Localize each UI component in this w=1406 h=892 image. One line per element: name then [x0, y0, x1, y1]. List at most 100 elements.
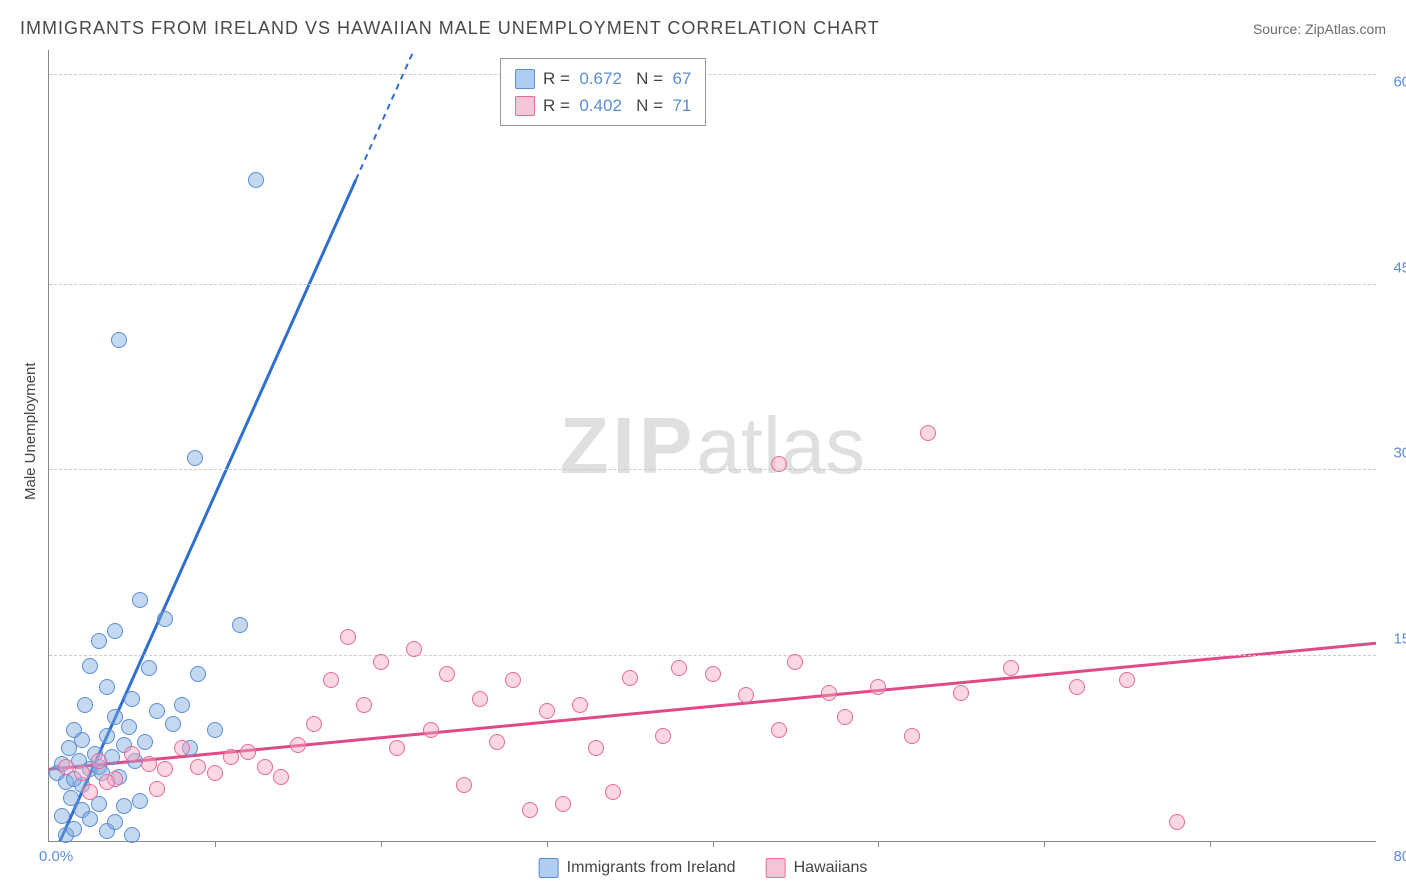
data-point	[389, 740, 405, 756]
data-point	[174, 740, 190, 756]
data-point	[149, 781, 165, 797]
data-point	[141, 660, 157, 676]
data-point	[406, 641, 422, 657]
data-point	[489, 734, 505, 750]
legend-label: Hawaiians	[794, 859, 868, 877]
legend-item: Immigrants from Ireland	[539, 858, 736, 878]
data-point	[1169, 814, 1185, 830]
data-point	[91, 753, 107, 769]
data-point	[356, 697, 372, 713]
data-point	[870, 679, 886, 695]
data-point	[132, 793, 148, 809]
data-point	[920, 425, 936, 441]
watermark-light: atlas	[696, 401, 865, 490]
gridline	[49, 469, 1376, 470]
data-point	[141, 756, 157, 772]
data-point	[787, 654, 803, 670]
data-point	[165, 716, 181, 732]
data-point	[837, 709, 853, 725]
data-point	[137, 734, 153, 750]
legend-stats: R = 0.402 N = 71	[543, 92, 691, 119]
data-point	[1003, 660, 1019, 676]
legend-row: R = 0.402 N = 71	[515, 92, 691, 119]
data-point	[373, 654, 389, 670]
data-point	[99, 679, 115, 695]
legend-stats: R = 0.672 N = 67	[543, 65, 691, 92]
data-point	[107, 623, 123, 639]
data-point	[74, 765, 90, 781]
data-point	[240, 744, 256, 760]
data-point	[77, 697, 93, 713]
data-point	[107, 814, 123, 830]
x-tick	[547, 841, 548, 847]
trend-lines	[49, 50, 1376, 841]
data-point	[232, 617, 248, 633]
data-point	[771, 456, 787, 472]
y-axis-label: Male Unemployment	[22, 362, 39, 500]
data-point	[539, 703, 555, 719]
data-point	[953, 685, 969, 701]
data-point	[99, 774, 115, 790]
x-tick	[381, 841, 382, 847]
gridline	[49, 655, 1376, 656]
data-point	[572, 697, 588, 713]
x-tick	[1210, 841, 1211, 847]
data-point	[66, 821, 82, 837]
data-point	[116, 798, 132, 814]
data-point	[190, 666, 206, 682]
legend-row: R = 0.672 N = 67	[515, 65, 691, 92]
legend-swatch	[766, 858, 786, 878]
y-tick-label: 15.0%	[1393, 630, 1406, 647]
x-max-label: 80.0%	[1393, 848, 1406, 865]
data-point	[738, 687, 754, 703]
data-point	[174, 697, 190, 713]
data-point	[91, 633, 107, 649]
data-point	[248, 172, 264, 188]
x-tick	[878, 841, 879, 847]
data-point	[306, 716, 322, 732]
data-point	[207, 765, 223, 781]
data-point	[157, 761, 173, 777]
watermark: ZIPatlas	[560, 400, 865, 492]
data-point	[555, 796, 571, 812]
gridline	[49, 284, 1376, 285]
legend-swatch	[539, 858, 559, 878]
data-point	[1119, 672, 1135, 688]
data-point	[257, 759, 273, 775]
watermark-bold: ZIP	[560, 401, 696, 490]
data-point	[655, 728, 671, 744]
data-point	[54, 808, 70, 824]
data-point	[423, 722, 439, 738]
data-point	[132, 592, 148, 608]
data-point	[290, 737, 306, 753]
data-point	[456, 777, 472, 793]
data-point	[505, 672, 521, 688]
data-point	[223, 749, 239, 765]
chart-source: Source: ZipAtlas.com	[1253, 21, 1386, 37]
data-point	[99, 728, 115, 744]
data-point	[821, 685, 837, 701]
data-point	[207, 722, 223, 738]
legend-item: Hawaiians	[766, 858, 868, 878]
data-point	[605, 784, 621, 800]
data-point	[82, 784, 98, 800]
x-tick	[1044, 841, 1045, 847]
y-tick-label: 45.0%	[1393, 259, 1406, 276]
data-point	[124, 827, 140, 843]
data-point	[187, 450, 203, 466]
data-point	[149, 703, 165, 719]
gridline	[49, 74, 1376, 75]
scatter-plot: ZIPatlas 15.0%30.0%45.0%60.0%0.0%80.0%	[48, 50, 1376, 842]
data-point	[705, 666, 721, 682]
data-point	[124, 691, 140, 707]
data-point	[58, 759, 74, 775]
data-point	[273, 769, 289, 785]
series-legend: Immigrants from Ireland Hawaiians	[539, 858, 868, 878]
legend-swatch	[515, 96, 535, 116]
data-point	[340, 629, 356, 645]
data-point	[904, 728, 920, 744]
data-point	[323, 672, 339, 688]
data-point	[439, 666, 455, 682]
chart-header: IMMIGRANTS FROM IRELAND VS HAWAIIAN MALE…	[20, 18, 1386, 39]
data-point	[190, 759, 206, 775]
